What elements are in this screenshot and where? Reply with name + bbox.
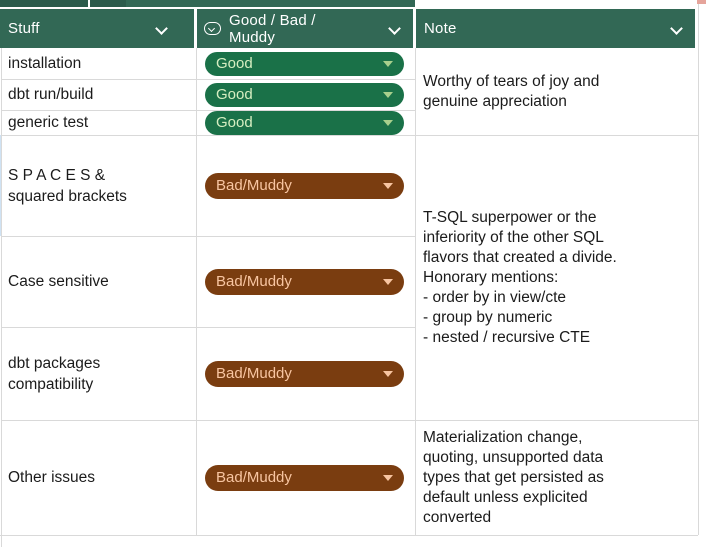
column-header-good-bad-muddy[interactable]: Good / Bad / Muddy [197, 9, 413, 48]
dropdown-arrow-icon [383, 91, 393, 98]
cell-stuff[interactable]: installation [8, 55, 82, 72]
dropdown-arrow-icon [383, 182, 393, 189]
status-dropdown-chip[interactable]: Bad/Muddy [205, 464, 404, 491]
cell-stuff[interactable]: S P A C E S & squared brackets [8, 166, 127, 205]
column-header-label: Note [424, 20, 457, 37]
status-dropdown-chip[interactable]: Bad/Muddy [205, 172, 404, 199]
status-label: Bad/Muddy [216, 365, 292, 382]
status-label: Good [216, 114, 253, 131]
dropdown-arrow-icon [383, 370, 393, 377]
cell-status: Bad/Muddy [196, 420, 415, 535]
cell-stuff[interactable]: Case sensitive [8, 273, 109, 290]
status-label: Bad/Muddy [216, 273, 292, 290]
cell-status: Bad/Muddy [196, 135, 415, 236]
cell-note[interactable]: Materialization change, quoting, unsuppo… [423, 428, 604, 526]
status-label: Bad/Muddy [216, 469, 292, 486]
chevron-down-icon[interactable] [670, 22, 683, 35]
status-dropdown-chip[interactable]: Good [205, 82, 404, 107]
status-label: Good [216, 86, 253, 103]
status-dropdown-chip[interactable]: Good [205, 51, 404, 76]
dropdown-arrow-icon [383, 474, 393, 481]
cell-status: Bad/Muddy [196, 236, 415, 327]
cell-status: Good [196, 79, 415, 110]
cell-status: Good [196, 48, 415, 79]
cell-stuff[interactable]: dbt packages compatibility [8, 354, 101, 393]
status-label: Good [216, 55, 253, 72]
cell-stuff[interactable]: dbt run/build [8, 86, 94, 103]
dropdown-arrow-icon [383, 60, 393, 67]
chevron-down-icon[interactable] [388, 22, 401, 35]
cell-stuff[interactable]: generic test [8, 114, 89, 131]
partial-cell [90, 0, 126, 7]
cell-note[interactable]: Worthy of tears of joy and genuine appre… [423, 72, 600, 110]
status-dropdown-chip[interactable]: Good [205, 110, 404, 135]
row-above-partial [0, 0, 706, 7]
dropdown-arrow-icon [383, 278, 393, 285]
status-dropdown-chip[interactable]: Bad/Muddy [205, 360, 404, 387]
column-header-stuff[interactable]: Stuff [0, 9, 194, 48]
column-header-note[interactable]: Note [416, 9, 695, 48]
cell-status: Good [196, 110, 415, 135]
cell-status: Bad/Muddy [196, 327, 415, 420]
chevron-down-icon[interactable] [155, 22, 168, 35]
corner-mark [697, 0, 706, 4]
column-header-label: Good / Bad / Muddy [229, 11, 316, 46]
cell-note[interactable]: T-SQL superpower or the inferiority of t… [423, 208, 617, 346]
status-dropdown-chip[interactable]: Bad/Muddy [205, 268, 404, 295]
partial-cell [0, 0, 88, 7]
column-header-label: Stuff [8, 20, 40, 37]
partial-cell [126, 0, 415, 7]
cell-stuff[interactable]: Other issues [8, 469, 96, 486]
dropdown-arrow-icon [383, 119, 393, 126]
dropdown-chip-icon [204, 22, 221, 35]
status-label: Bad/Muddy [216, 177, 292, 194]
